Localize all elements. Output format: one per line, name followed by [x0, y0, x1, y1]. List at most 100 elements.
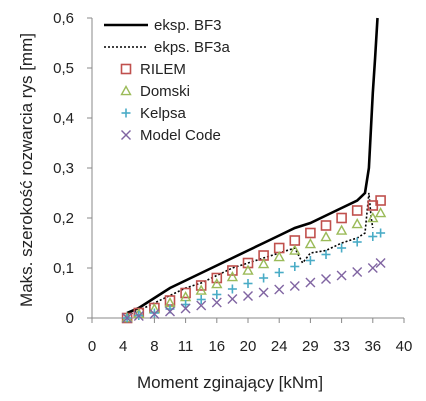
y-tick-label: 0,4: [53, 110, 74, 127]
legend-item: Model Code: [121, 127, 221, 144]
data-point-plus: [274, 268, 284, 277]
data-point-triangle: [374, 207, 387, 218]
legend-item: eksp. BF3: [104, 17, 222, 34]
data-point-square: [120, 63, 132, 75]
data-point-cross: [211, 297, 222, 308]
data-point-plus: [376, 228, 386, 238]
data-point-cross: [336, 270, 347, 281]
data-point-plus: [352, 237, 362, 247]
x-tick-label: 20: [240, 338, 257, 355]
data-point-cross: [352, 267, 363, 277]
cross-b: [227, 294, 238, 304]
legend: eksp. BF3 ekps. BF3a RILEM Domski Kelpsa Mode…: [104, 17, 231, 144]
data-point-cross: [321, 274, 331, 284]
data-point-cross: [180, 303, 191, 314]
cross-b: [196, 300, 207, 311]
y-tick-label: 0,5: [53, 60, 74, 77]
series-rilem: [121, 195, 386, 324]
x-tick-label: 36: [364, 338, 381, 355]
series-domski: [121, 207, 387, 323]
cross-b: [289, 281, 300, 291]
series-kelpsa: [122, 228, 386, 323]
data-point-plus: [259, 273, 269, 283]
data-point-plus: [196, 295, 206, 304]
x-tick-label: 0: [88, 338, 96, 355]
data-point-plus: [181, 300, 191, 309]
cross-b: [149, 309, 160, 319]
legend-label: Kelpsa: [140, 105, 187, 122]
data-point-cross: [274, 284, 285, 295]
cross-b: [321, 274, 331, 284]
data-point-square: [336, 212, 347, 224]
x-tick-label: 4: [119, 338, 127, 355]
data-point-cross: [258, 287, 269, 298]
cross-b: [352, 267, 363, 277]
cross-b: [243, 291, 253, 301]
cross-b: [180, 303, 191, 314]
data-point-square: [242, 257, 254, 269]
legend-item: Kelpsa: [121, 105, 187, 122]
data-point-triangle: [367, 212, 379, 223]
data-point-triangle: [335, 224, 348, 235]
legend-label: RILEM: [140, 61, 186, 78]
y-axis-title: Maks. szerokość rozwarcia rys [mm]: [17, 33, 36, 307]
data-point-cross: [227, 294, 238, 304]
data-point-cross: [305, 277, 316, 288]
data-point-square: [351, 205, 363, 216]
data-point-triangle: [195, 284, 207, 295]
x-tick-label: 11: [178, 338, 194, 355]
series-layer: [121, 17, 387, 324]
x-tick-label: 24: [271, 338, 288, 355]
series-model-code: [122, 258, 386, 323]
cross-b: [133, 311, 144, 321]
y-tick-label: 0,6: [53, 10, 74, 27]
data-point-triangle: [351, 218, 363, 229]
x-tick-label: 8: [150, 338, 158, 355]
data-point-cross: [367, 263, 378, 273]
data-point-triangle: [226, 271, 239, 282]
data-point-triangle: [211, 278, 223, 289]
cross-b: [258, 287, 269, 298]
data-point-square: [211, 272, 223, 284]
data-point-square: [180, 287, 191, 299]
data-point-square: [195, 280, 207, 291]
data-point-cross: [165, 306, 175, 317]
cross-b: [165, 306, 175, 317]
data-point-triangle: [304, 238, 317, 249]
data-point-cross: [121, 130, 131, 140]
data-point-triangle: [273, 251, 285, 262]
legend-item: ekps. BF3a: [104, 39, 231, 56]
data-point-cross: [375, 258, 386, 268]
data-point-triangle: [242, 264, 254, 275]
data-point-plus: [368, 232, 378, 241]
legend-item: Domski: [120, 83, 190, 100]
data-point-cross: [243, 291, 253, 301]
data-point-triangle: [289, 244, 301, 255]
legend-label: eksp. BF3: [154, 17, 222, 34]
series-line: [126, 17, 379, 315]
data-point-square: [305, 227, 316, 239]
cross-b: [367, 263, 378, 273]
data-point-cross: [122, 313, 133, 323]
legend-label: Domski: [140, 83, 190, 100]
data-point-plus: [212, 290, 222, 299]
data-point-triangle: [120, 85, 132, 96]
y-tick-label: 0: [66, 310, 74, 327]
data-point-square: [320, 220, 332, 231]
legend-label: ekps. BF3a: [154, 39, 231, 56]
data-point-plus: [227, 284, 237, 294]
y-tick-label: 0,2: [53, 210, 74, 227]
data-point-triangle: [179, 291, 192, 302]
data-point-plus: [305, 256, 315, 265]
x-tick-label: 16: [208, 338, 225, 355]
data-point-triangle: [320, 231, 332, 242]
cross-b: [375, 258, 386, 268]
cross-b: [121, 130, 131, 140]
x-tick-label: 33: [333, 338, 350, 355]
data-point-plus: [243, 279, 253, 288]
data-point-plus: [337, 243, 347, 253]
data-point-cross: [149, 309, 160, 319]
x-tick-label: 40: [396, 338, 413, 355]
data-point-cross: [196, 300, 207, 311]
